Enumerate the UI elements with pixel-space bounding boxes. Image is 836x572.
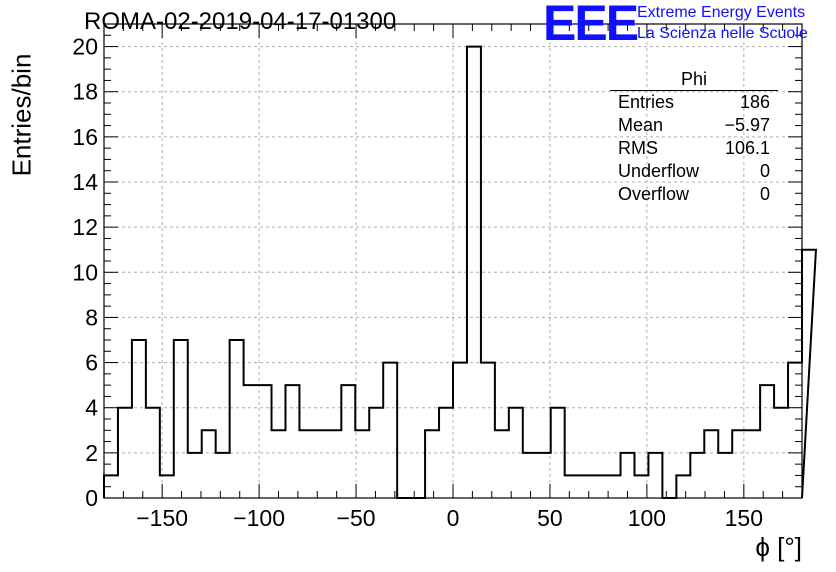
histogram-bin <box>188 453 202 498</box>
histogram-bin <box>174 340 188 498</box>
histogram-bin <box>285 385 299 498</box>
x-tick-label: −50 <box>337 505 376 531</box>
stats-row-mean: Mean −5.97 <box>610 114 778 137</box>
stats-title: Phi <box>610 68 778 91</box>
histogram-bin <box>160 475 174 498</box>
histogram-bin <box>788 363 802 498</box>
histogram-bin <box>369 408 383 498</box>
stats-value: 0 <box>759 184 770 204</box>
histogram-bin <box>551 408 565 498</box>
x-tick-label: 0 <box>447 505 460 531</box>
histogram-bin <box>607 475 621 498</box>
histogram-bin <box>216 453 230 498</box>
histogram-bin <box>467 47 481 498</box>
stats-row-underflow: Underflow 0 <box>610 160 778 183</box>
histogram-bin <box>579 475 593 498</box>
histogram-bin <box>341 385 355 498</box>
x-tick-label: −100 <box>233 505 285 531</box>
histogram-bin <box>732 430 746 498</box>
stats-value: 106.1 <box>724 138 770 158</box>
histogram-bin <box>258 385 272 498</box>
x-tick-label: 50 <box>537 505 563 531</box>
histogram-bin <box>439 408 453 498</box>
histogram-bin <box>621 453 635 498</box>
histogram-bin <box>802 250 816 498</box>
y-tick-label: 12 <box>72 214 98 240</box>
x-tick-label: −150 <box>136 505 188 531</box>
y-tick-label: 18 <box>72 79 98 105</box>
stats-row-entries: Entries 186 <box>610 91 778 114</box>
y-tick-label: 4 <box>85 395 98 421</box>
stats-value: 0 <box>759 161 770 181</box>
histogram-bin <box>272 430 286 498</box>
logo-line-1: Extreme Energy Events <box>637 4 806 21</box>
histogram-bin <box>774 408 788 498</box>
stats-row-rms: RMS 106.1 <box>610 137 778 160</box>
run-title: ROMA-02-2019-04-17-01300 <box>84 8 397 35</box>
histogram-bin <box>132 340 146 498</box>
histogram-bin <box>565 475 579 498</box>
histogram-bin <box>118 408 132 498</box>
stats-box: Phi Entries 186 Mean −5.97 RMS 106.1 Und… <box>610 68 778 206</box>
eee-logo: EEE <box>543 0 639 51</box>
y-tick-label: 16 <box>72 124 98 150</box>
histogram-bin <box>648 453 662 498</box>
histogram-bin <box>453 363 467 498</box>
histogram-bin <box>313 430 327 498</box>
x-tick-label: 100 <box>628 505 666 531</box>
y-tick-label: 10 <box>72 259 98 285</box>
y-tick-label: 0 <box>85 485 98 511</box>
x-tick-label: 150 <box>725 505 763 531</box>
histogram-bin <box>704 430 718 498</box>
histogram-bin <box>244 385 258 498</box>
stats-label: RMS <box>618 138 658 158</box>
y-tick-label: 20 <box>72 34 98 60</box>
histogram-bin <box>425 430 439 498</box>
histogram-bin <box>634 475 648 498</box>
histogram-bin <box>495 430 509 498</box>
histogram-bin <box>523 453 537 498</box>
histogram-bin <box>746 430 760 498</box>
x-axis-label: ϕ [°] <box>755 532 802 562</box>
histogram-bin <box>718 453 732 498</box>
stats-label: Mean <box>618 115 664 135</box>
y-tick-label: 8 <box>85 304 98 330</box>
histogram-bin <box>299 430 313 498</box>
y-tick-label: 2 <box>85 440 98 466</box>
histogram-bin <box>383 363 397 498</box>
stats-label: Overflow <box>618 184 690 204</box>
histogram-bin <box>481 363 495 498</box>
stats-value: 186 <box>739 92 770 112</box>
y-tick-label: 14 <box>72 169 98 195</box>
histogram-bin <box>593 475 607 498</box>
logo-line-2: La Scienza nelle Scuole <box>637 25 808 42</box>
histogram-bin <box>676 475 690 498</box>
y-tick-label: 6 <box>85 350 98 376</box>
stats-row-overflow: Overflow 0 <box>610 183 778 206</box>
histogram-bin <box>760 385 774 498</box>
stats-label: Underflow <box>618 161 700 181</box>
histogram-bin <box>104 475 118 498</box>
histogram-bin <box>537 453 551 498</box>
histogram-bin <box>202 430 216 498</box>
histogram-bin <box>230 340 244 498</box>
stats-label: Entries <box>618 92 675 112</box>
histogram-bin <box>327 430 341 498</box>
histogram-bin <box>509 408 523 498</box>
stats-value: −5.97 <box>724 115 770 135</box>
histogram-bin <box>355 430 369 498</box>
histogram-outline <box>103 45 818 499</box>
histogram-bin <box>690 453 704 498</box>
y-axis-label: Entries/bin <box>6 53 37 177</box>
histogram-bin <box>146 408 160 498</box>
